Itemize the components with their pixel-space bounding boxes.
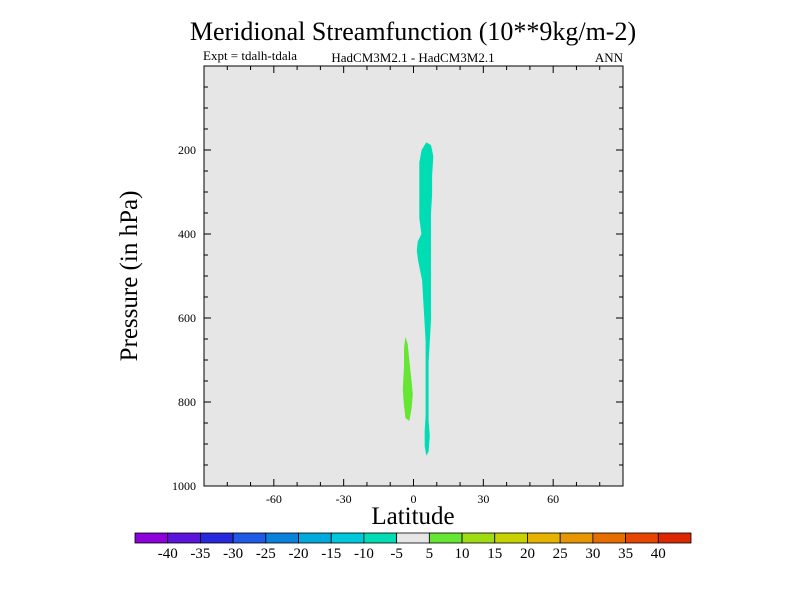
colorbar-label: -35	[190, 546, 210, 562]
x-tick-label: 60	[547, 492, 559, 506]
colorbar-swatch	[330, 532, 365, 544]
colorbar-swatch	[298, 532, 332, 544]
negative-cell-region	[416, 142, 434, 456]
chart-title: Meridional Streamfunction (10**9kg/m-2)	[190, 17, 636, 46]
plot-frame	[203, 65, 624, 487]
season-label: ANN	[595, 50, 624, 65]
colorbar-swatch	[592, 532, 626, 544]
y-tick-label: 400	[178, 227, 196, 241]
plot-area	[204, 66, 623, 486]
colorbar-swatch	[200, 532, 234, 544]
y-tick-label: 600	[178, 311, 196, 325]
colorbar-label: 35	[618, 546, 633, 562]
colorbar-label: -10	[354, 546, 374, 562]
y-tick-label: 200	[178, 143, 196, 157]
colorbar-swatch	[461, 532, 496, 544]
y-tick-label: 1000	[172, 479, 196, 493]
colorbar-swatch	[134, 532, 169, 544]
x-axis-title: Latitude	[371, 503, 454, 530]
colorbar-label: -5	[390, 546, 403, 562]
colorbar-label: 40	[651, 546, 666, 562]
x-tick-label: -60	[266, 492, 282, 506]
colorbar-swatch	[396, 532, 430, 544]
colorbar-label: 10	[455, 546, 470, 562]
colorbar-label: 15	[487, 546, 502, 562]
axis-ticks: 200 400 600 800 1000 -60 -30 0 30 60	[172, 66, 623, 506]
colorbar-label: -30	[223, 546, 243, 562]
colorbar-swatch	[363, 532, 398, 544]
colorbar-swatch	[232, 532, 267, 544]
y-tick-label: 800	[178, 395, 196, 409]
colorbar-swatch	[625, 532, 659, 544]
x-tick-label: 0	[411, 492, 417, 506]
colorbar-swatch	[167, 532, 201, 544]
colorbar-swatch	[657, 532, 692, 544]
colorbar-label: -15	[321, 546, 341, 562]
colorbar-label: 30	[585, 546, 600, 562]
colorbar-label: 20	[520, 546, 535, 562]
y-axis-title: Pressure (in hPa)	[116, 191, 143, 362]
model-label: HadCM3M2.1 - HadCM3M2.1	[331, 50, 494, 65]
expt-label: Expt = tdalh-tdala	[203, 48, 297, 63]
colorbar-label: -40	[158, 546, 178, 562]
contour-regions	[402, 142, 434, 456]
colorbar-swatch	[559, 532, 594, 544]
colorbar-swatch	[265, 532, 299, 544]
colorbar-label: -25	[256, 546, 276, 562]
colorbar-swatch	[428, 532, 463, 544]
colorbar-label: 5	[426, 546, 434, 562]
x-tick-label: -30	[336, 492, 352, 506]
positive-cell-region	[402, 336, 413, 421]
colorbar-label: -20	[289, 546, 309, 562]
colorbar-label: 25	[553, 546, 568, 562]
colorbar-swatch	[527, 532, 561, 544]
colorbar-swatch	[494, 532, 528, 544]
colorbar: -40 -35 -30 -25 -20 -15 -10 -5 5 10 15 20 25 30 35 40	[134, 532, 692, 562]
x-tick-label: 30	[477, 492, 489, 506]
